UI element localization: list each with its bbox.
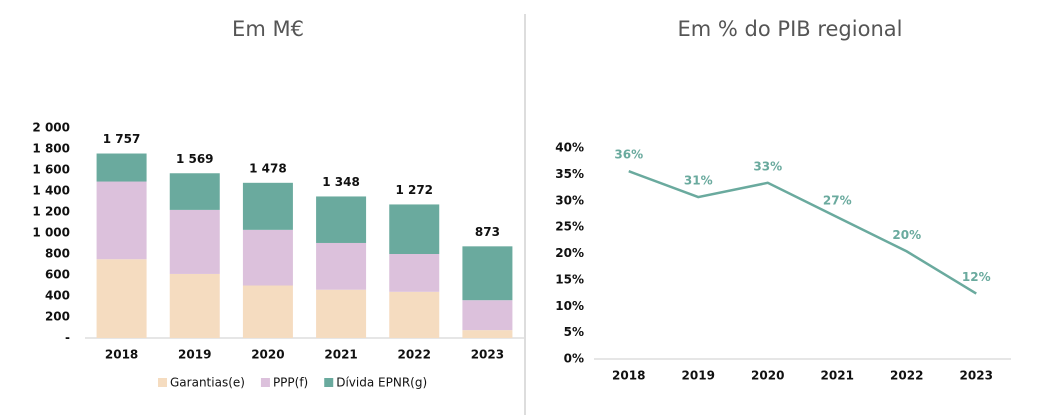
total-label: 1 478 bbox=[249, 161, 287, 175]
y-tick-label: 2 000 bbox=[32, 121, 70, 135]
bar-segment bbox=[242, 229, 293, 286]
y-tick-label: 600 bbox=[45, 268, 70, 282]
value-label: 36% bbox=[614, 148, 643, 162]
y-tick-label: - bbox=[65, 331, 70, 345]
x-tick-label: 2021 bbox=[324, 348, 357, 362]
x-tick-label: 2020 bbox=[751, 369, 784, 383]
bar-segment bbox=[316, 242, 367, 290]
legend-label: Dívida EPNR(g) bbox=[336, 376, 427, 390]
bar-segment bbox=[389, 254, 440, 292]
x-tick-label: 2020 bbox=[251, 348, 284, 362]
bar-segment bbox=[389, 291, 440, 338]
value-label: 12% bbox=[962, 270, 991, 284]
line bbox=[628, 170, 977, 295]
bar-segment bbox=[169, 273, 220, 338]
x-tick-label: 2018 bbox=[105, 348, 138, 362]
y-tick-label: 1 600 bbox=[32, 163, 70, 177]
bar-segment bbox=[169, 209, 220, 274]
total-label: 1 272 bbox=[395, 183, 433, 197]
total-label: 1 569 bbox=[176, 152, 214, 166]
x-tick-label: 2019 bbox=[682, 369, 715, 383]
chart-title: Em M€ bbox=[232, 17, 304, 41]
legend-swatch bbox=[158, 378, 167, 387]
legend-label: PPP(f) bbox=[273, 376, 308, 390]
y-tick-label: 30% bbox=[555, 193, 584, 207]
bar-segment bbox=[316, 289, 367, 338]
x-tick-label: 2018 bbox=[612, 369, 645, 383]
bar-segment bbox=[462, 246, 513, 301]
legend-swatch bbox=[260, 378, 270, 387]
legend-label: Garantias(e) bbox=[170, 376, 245, 390]
y-tick-label: 25% bbox=[555, 220, 584, 234]
x-tick-label: 2019 bbox=[178, 348, 211, 362]
bar-segment bbox=[169, 173, 220, 210]
bar-segment bbox=[96, 153, 147, 182]
value-label: 20% bbox=[892, 228, 921, 242]
total-label: 1 348 bbox=[322, 175, 360, 189]
bar-segment bbox=[96, 259, 147, 338]
y-tick-label: 1 400 bbox=[32, 184, 70, 198]
total-label: 873 bbox=[475, 225, 500, 239]
y-tick-label: 1 200 bbox=[32, 205, 70, 219]
value-label: 27% bbox=[823, 194, 852, 208]
bar-segment bbox=[242, 285, 293, 338]
chart-title: Em % do PIB regional bbox=[678, 17, 903, 41]
y-tick-label: 10% bbox=[555, 299, 584, 313]
bar-segment bbox=[462, 330, 513, 338]
x-tick-label: 2023 bbox=[960, 369, 993, 383]
y-tick-label: 15% bbox=[555, 272, 584, 286]
y-tick-label: 800 bbox=[45, 247, 70, 261]
value-label: 31% bbox=[684, 174, 713, 188]
y-tick-label: 200 bbox=[45, 310, 70, 324]
y-tick-label: 5% bbox=[564, 325, 584, 339]
y-tick-label: 400 bbox=[45, 289, 70, 303]
y-tick-label: 35% bbox=[555, 167, 584, 181]
bar-segment bbox=[316, 196, 367, 243]
y-tick-label: 20% bbox=[555, 246, 584, 260]
x-tick-label: 2022 bbox=[398, 348, 431, 362]
total-label: 1 757 bbox=[103, 132, 141, 146]
x-tick-label: 2021 bbox=[821, 369, 854, 383]
bar-segment bbox=[242, 182, 293, 230]
bar-segment bbox=[389, 204, 440, 254]
y-tick-label: 1 800 bbox=[32, 142, 70, 156]
x-tick-label: 2023 bbox=[471, 348, 504, 362]
bar-segment bbox=[96, 181, 147, 260]
y-tick-label: 0% bbox=[564, 352, 584, 366]
y-tick-label: 1 000 bbox=[32, 226, 70, 240]
value-label: 33% bbox=[753, 159, 782, 173]
bar-segment bbox=[462, 300, 513, 331]
x-tick-label: 2022 bbox=[890, 369, 923, 383]
y-tick-label: 40% bbox=[555, 141, 584, 155]
legend-swatch bbox=[324, 378, 334, 387]
